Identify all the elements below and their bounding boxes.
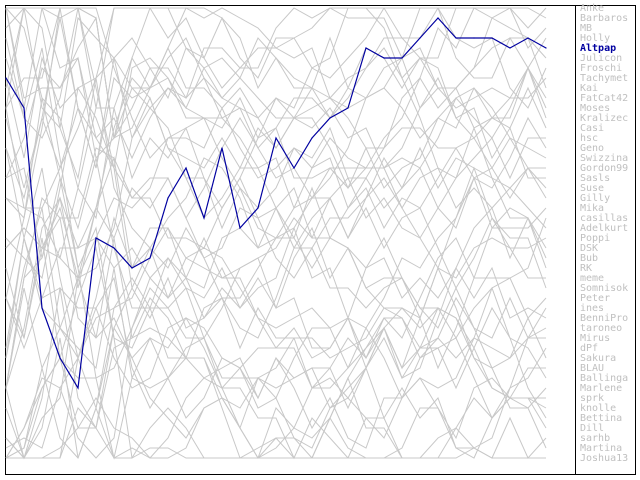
data-point — [527, 37, 529, 39]
data-point — [293, 167, 295, 169]
legend-entry: Casi — [580, 123, 605, 134]
legend-entry: meme — [580, 273, 605, 284]
data-point — [95, 237, 97, 239]
legend-entry: Sasls — [580, 173, 611, 184]
data-point — [59, 357, 61, 359]
series-line-geno — [5, 116, 547, 389]
legend-entry: Barbaros — [580, 13, 629, 24]
legend-entry: Dill — [580, 423, 605, 434]
legend-entry: Geno — [580, 143, 605, 154]
series-line-adelkurt — [5, 146, 547, 389]
series-line-sasls — [5, 7, 546, 179]
legend-entry: taroneo — [580, 323, 623, 334]
legend-entry: RK — [580, 263, 593, 274]
data-point — [167, 197, 169, 199]
data-point — [203, 217, 205, 219]
data-point — [419, 37, 421, 39]
legend-entry: Gordon99 — [580, 163, 629, 174]
data-point — [437, 17, 439, 19]
data-point — [455, 37, 457, 39]
series-line-peter — [5, 7, 547, 369]
data-point — [77, 387, 79, 389]
legend-entry: Suse — [580, 183, 605, 194]
legend-entry: Moses — [580, 103, 611, 114]
data-point — [149, 257, 151, 259]
data-point — [221, 147, 223, 149]
data-point — [365, 47, 367, 49]
legend-entry: DSK — [580, 243, 599, 254]
legend-entry: Kralizec — [580, 113, 629, 124]
legend-entry: Anke — [580, 3, 605, 14]
chart-frame — [5, 5, 636, 475]
series-line-martina — [5, 237, 547, 449]
legend-entry: Martina — [580, 443, 623, 454]
legend-entry: Mirus — [580, 333, 611, 344]
data-point — [329, 117, 331, 119]
data-point — [239, 227, 241, 229]
series-line-ballinga — [5, 237, 547, 459]
data-point — [23, 107, 25, 109]
legend-entry: Mika — [580, 203, 605, 214]
data-point — [473, 37, 475, 39]
series-line-sakura — [5, 247, 547, 459]
data-point — [5, 77, 7, 79]
legend-divider — [575, 5, 576, 474]
legend-entry: Peter — [580, 293, 611, 304]
legend-entry: BenniPro — [580, 313, 629, 324]
data-point — [311, 137, 313, 139]
series-line-bettina — [5, 96, 547, 419]
legend-entry: Ballinga — [580, 373, 629, 384]
data-point — [275, 137, 277, 139]
legend-entry: MB — [580, 23, 593, 34]
data-point — [113, 247, 115, 249]
data-point — [545, 47, 547, 49]
legend-entry: Altpap — [580, 43, 617, 54]
legend-entry: Froschi — [580, 63, 623, 74]
data-point — [257, 207, 259, 209]
legend-entry: Poppi — [580, 233, 611, 244]
series-line-joshua13 — [5, 246, 546, 459]
legend-entry: Adelkurt — [580, 223, 629, 234]
legend-entry: BLAU — [580, 363, 605, 374]
data-point — [401, 57, 403, 59]
legend-entry: Kai — [580, 83, 599, 94]
legend-entry: sprk — [580, 393, 605, 404]
series-line-bennipro — [5, 256, 547, 459]
legend-entry: sarhb — [580, 433, 611, 444]
legend-entry: hsc — [580, 133, 599, 144]
data-point — [509, 47, 511, 49]
legend-entry: ines — [580, 303, 605, 314]
rank-chart — [5, 7, 547, 460]
legend-entry: Swizzina — [580, 153, 629, 164]
legend-entry: Tachymet — [580, 73, 629, 84]
series-line-kralizec — [5, 7, 547, 349]
series-line-sarhb — [5, 216, 547, 460]
series-line-kai — [5, 7, 547, 459]
legend-entry: casillas — [580, 213, 629, 224]
legend-entry: knolle — [580, 403, 617, 414]
data-point — [131, 267, 133, 269]
legend-entry: Joshua13 — [580, 453, 629, 464]
data-point — [347, 107, 349, 109]
series-line-dsk — [5, 7, 547, 249]
data-point — [383, 57, 385, 59]
legend-entry: FatCat42 — [580, 93, 629, 104]
data-point — [185, 167, 187, 169]
legend-entry: Somnisok — [580, 283, 629, 294]
legend-entry: Julicon — [580, 53, 623, 64]
data-point — [41, 307, 43, 309]
series-line-tachymet — [5, 7, 547, 169]
legend: Anke Barbaros MB Holly Altpap Julicon Froschi T… — [580, 4, 628, 464]
legend-entry: Holly — [580, 33, 611, 44]
legend-entry: Bub — [580, 253, 599, 264]
series-line-julicon — [5, 7, 547, 260]
series-line-dill — [5, 226, 547, 459]
legend-entry: dPf — [580, 343, 599, 354]
legend-entry: Sakura — [580, 353, 617, 364]
legend-entry: Marlene — [580, 383, 623, 394]
data-point — [491, 37, 493, 39]
legend-entry: Gilly — [580, 193, 611, 204]
legend-entry: Bettina — [580, 413, 623, 424]
